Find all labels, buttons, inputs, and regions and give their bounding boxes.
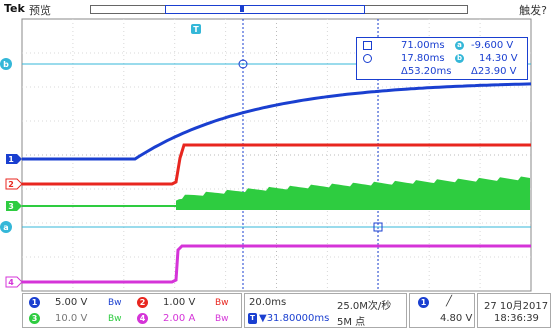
cursor-b-label-text: b [3,60,9,69]
cursor-b-time-icon [363,54,372,63]
record-view-window[interactable] [165,5,365,14]
svg-text:4: 4 [8,278,14,287]
trigger-settings-panel[interactable]: 1 ╱ 4.80 V [409,293,475,328]
trigger-marker-label: T [193,25,199,34]
ch4-ground-marker[interactable]: 4 [5,276,23,288]
ch3-ground-marker[interactable]: 3 [6,201,22,211]
cursor-readout-panel: 71.00ms a -9.600 V 17.80ms b 14.30 V Δ53… [356,37,528,80]
ch3-scale[interactable]: 10.0 V [55,313,88,324]
datetime-panel: 27 10月2017 18:36:39 [477,293,551,328]
record-overview-bar[interactable] [90,5,468,14]
cursor-delta-time-value: Δ53.20ms [401,66,452,77]
cursor-b-time-value: 17.80ms [401,53,445,64]
trigger-slope-icon[interactable]: ╱ [446,296,453,307]
top-bar: Tek 预览 触发? [0,0,553,18]
ch2-waveform [22,143,531,186]
cursor-b-label[interactable]: b [0,58,12,70]
cursor-a-volt-value: -9.600 V [471,40,514,51]
ch3-waveform [22,176,530,210]
ch1-bandwidth-icon: Bw [108,298,122,308]
cursor-b-volt-value: 14.30 V [479,53,518,64]
ch4-waveform [22,244,531,284]
time-display: 18:36:39 [494,313,539,324]
sample-rate: 25.0M次/秒 [337,301,392,312]
time-per-division[interactable]: 20.0ms [249,297,287,308]
ch2-scale[interactable]: 1.00 V [163,297,196,308]
ch1-waveform [22,82,532,161]
svg-text:3: 3 [8,202,14,211]
ch3-bandwidth-icon: Bw [108,314,122,324]
ch4-bandwidth-icon: Bw [215,314,229,324]
ch1-badge[interactable]: 1 [29,297,40,308]
ch2-badge[interactable]: 2 [137,297,148,308]
horizontal-position[interactable]: ▼31.80000ms [259,313,330,324]
cursor-a-time-value: 71.00ms [401,40,445,51]
cursor-delta-volt-value: Δ23.90 V [471,66,517,77]
status-bar: 1 5.00 V Bw 2 1.00 V Bw 3 10.0 V Bw 4 2.… [0,293,553,329]
cursor-a-volt-icon: a [455,41,464,50]
cursor-a-label[interactable]: a [0,221,12,233]
trigger-level[interactable]: 4.80 V [440,313,473,324]
date-display: 27 10月2017 [484,301,549,312]
ch2-bandwidth-icon: Bw [215,298,229,308]
ch1-scale[interactable]: 5.00 V [55,297,88,308]
record-trigger-marker [240,6,244,12]
ch4-badge[interactable]: 4 [137,313,148,324]
trigger-position-marker[interactable]: T [191,24,201,34]
brand-logo: Tek [4,2,25,15]
horizontal-position-icon: T [248,313,257,324]
ch2-ground-marker[interactable]: 2 [5,178,23,190]
acquisition-mode: 预览 [29,4,51,17]
trigger-status: 触发? [519,4,547,17]
svg-text:1: 1 [8,155,14,164]
cursor-a-time-icon [363,41,372,50]
horizontal-settings-panel[interactable]: 20.0ms 25.0M次/秒 T ▼31.80000ms 5M 点 [244,293,407,328]
svg-text:2: 2 [8,180,14,189]
trigger-source-badge[interactable]: 1 [418,297,429,308]
cursor-b-intersection-icon [238,59,248,69]
ch4-scale[interactable]: 2.00 A [163,313,196,324]
vertical-settings-panel[interactable]: 1 5.00 V Bw 2 1.00 V Bw 3 10.0 V Bw 4 2.… [22,293,242,328]
ch1-ground-marker[interactable]: 1 [6,154,22,164]
record-length: 5M 点 [337,317,366,328]
cursor-a-label-text: a [3,223,8,232]
cursor-b-volt-icon: b [455,54,464,63]
ch3-badge[interactable]: 3 [29,313,40,324]
cursor-a-intersection-icon [373,222,383,232]
